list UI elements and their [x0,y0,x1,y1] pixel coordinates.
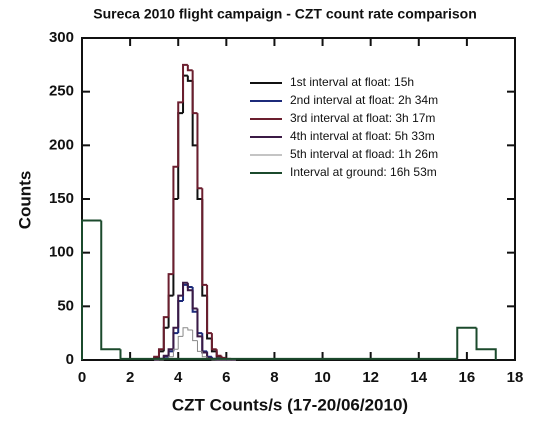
histogram-step [162,316,169,350]
histogram-step [196,308,203,338]
histogram-step [201,351,208,358]
x-tick-label: 6 [222,369,230,386]
histogram-step [191,290,198,310]
histogram-step [186,282,193,292]
y-tick-label: 300 [49,29,74,46]
y-tick-label: 250 [49,83,74,100]
histogram-step [182,281,188,296]
histogram-step [172,165,179,275]
histogram-step [192,329,198,342]
y-axis-label: Counts [15,171,34,230]
legend-label: Interval at ground: 16h 53m [290,165,437,179]
histogram-step [475,327,497,360]
legend-label: 4th interval at float: 5h 33m [290,129,435,143]
legend-label: 3rd interval at float: 3h 17m [290,111,435,125]
histogram-step [100,220,121,351]
x-tick-label: 2 [126,369,134,386]
histogram-step [196,340,203,352]
histogram-step [206,284,212,335]
histogram-step [186,75,193,82]
legend-label: 1st interval at float: 15h [290,75,414,89]
histogram-step [182,327,188,337]
x-tick-label: 10 [314,369,331,386]
x-tick-label: 12 [362,369,379,386]
x-tick-label: 16 [459,369,476,386]
chart-title: Sureca 2010 flight campaign - CZT count … [93,6,477,22]
histogram-step [220,355,227,359]
y-tick-label: 0 [66,351,74,368]
histogram-step [157,348,164,357]
histogram-step [81,219,102,360]
histogram-step [167,348,174,356]
histogram-step [182,63,188,103]
x-tick-label: 8 [270,369,278,386]
x-tick-label: 4 [174,369,183,386]
histogram-step [177,294,184,328]
histogram-step [456,326,477,359]
y-tick-label: 50 [57,297,74,314]
histogram-step [177,101,184,167]
x-tick-label: 14 [410,369,427,386]
histogram-step [119,349,458,360]
histogram-step [206,352,212,359]
histogram-step [196,113,203,190]
histogram-step [177,335,184,350]
histogram-step [186,64,193,72]
legend-label: 5th interval at fload: 1h 26m [290,147,438,161]
histogram-step [172,348,179,357]
y-tick-label: 150 [49,190,74,207]
histogram-step [191,70,198,115]
y-tick-label: 100 [49,244,74,261]
histogram-step [162,354,169,359]
histogram-step [210,333,217,351]
y-tick-label: 200 [49,136,74,153]
histogram-step [215,349,222,357]
x-tick-label: 0 [78,369,86,386]
legend-label: 2nd interval at float: 2h 34m [290,93,438,107]
histogram-step [201,188,208,286]
histogram-step [167,273,174,318]
histogram-step [172,326,179,350]
histogram-step [187,327,193,331]
x-axis-label: CZT Counts/s (17-20/06/2010) [172,395,408,414]
x-tick-label: 18 [507,369,524,386]
